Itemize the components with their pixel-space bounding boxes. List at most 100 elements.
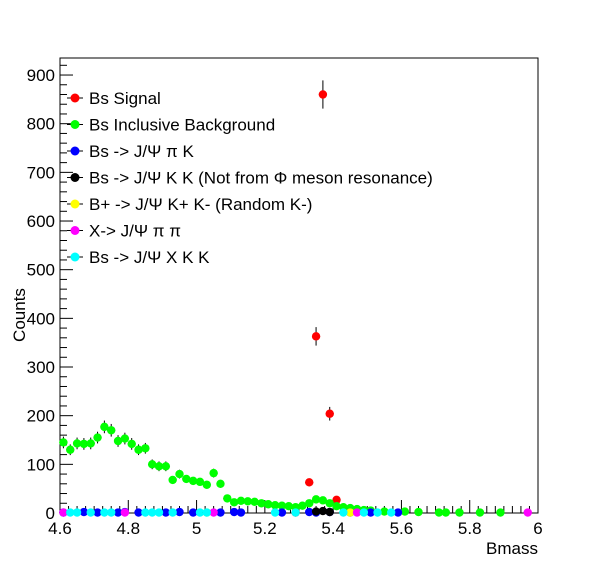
legend-marker: [70, 93, 80, 103]
y-axis-title: Counts: [10, 288, 29, 342]
data-point: [257, 499, 266, 508]
data-point: [496, 508, 505, 517]
data-point: [66, 508, 75, 517]
data-point: [161, 508, 171, 517]
y-tick-label: 300: [27, 358, 55, 377]
data-point: [414, 507, 423, 517]
data-point: [209, 508, 218, 517]
data-point: [318, 506, 328, 516]
legend-marker: [70, 226, 80, 235]
data-point: [59, 438, 68, 447]
data-point: [393, 508, 403, 517]
data-point: [209, 468, 218, 478]
data-point: [311, 332, 321, 341]
data-point: [325, 499, 334, 508]
data-point: [229, 498, 239, 507]
data-point: [366, 508, 375, 517]
data-point: [434, 508, 444, 517]
legend-label: Bs -> J/Ψ π K: [89, 142, 194, 161]
x-tick-label: 5.8: [458, 519, 482, 538]
data-point: [195, 477, 205, 487]
data-point: [168, 475, 177, 485]
data-point: [339, 508, 348, 517]
data-point: [93, 433, 102, 442]
y-tick-label: 200: [27, 407, 55, 426]
legend-label: Bs Signal: [89, 89, 161, 108]
data-point: [202, 508, 212, 517]
data-point: [141, 508, 150, 517]
data-point: [168, 508, 177, 517]
data-point: [188, 508, 198, 517]
data-point: [270, 501, 280, 510]
y-tick-label: 0: [46, 504, 55, 523]
data-point: [93, 508, 102, 517]
x-tick-label: 5.6: [390, 519, 414, 538]
data-point: [284, 501, 293, 511]
legend-label: X-> J/Ψ π π: [89, 222, 181, 241]
legend-label: B+ -> J/Ψ K+ K- (Random K-): [89, 195, 312, 214]
x-axis-title: Bmass: [486, 539, 538, 558]
legend-marker: [70, 173, 80, 182]
tick-labels: 4.6 4.8 5 5.2 5.4 5.6 5.8 6 0 100 200 300 400 500 600 7…: [27, 66, 543, 538]
data-point: [127, 439, 136, 449]
data-point: [311, 507, 321, 516]
data-point: [291, 508, 300, 517]
data-point: [441, 508, 451, 517]
data-point: [380, 507, 389, 516]
data-point: [216, 479, 225, 489]
x-tick-label: 5.4: [321, 519, 345, 538]
data-point: [154, 462, 164, 471]
legend-marker: [70, 199, 80, 209]
data-point: [352, 508, 362, 517]
data-point: [202, 480, 212, 489]
data-point: [223, 494, 232, 503]
data-point: [188, 476, 198, 486]
x-tick-label: 5: [192, 519, 201, 538]
data-point: [107, 426, 116, 435]
data-point: [236, 508, 246, 517]
data-point: [318, 496, 328, 505]
data-point: [66, 445, 75, 454]
data-point: [175, 507, 184, 517]
data-point: [305, 499, 314, 508]
data-point: [86, 439, 95, 448]
data-point: [236, 496, 246, 506]
data-point: [386, 508, 396, 517]
data-point: [332, 501, 341, 511]
legend: Bs Signal Bs Inclusive Background Bs -> J/…: [67, 89, 433, 267]
data-point: [120, 508, 130, 517]
data-point: [229, 507, 239, 517]
data-point: [120, 434, 130, 443]
y-tick-label: 900: [27, 66, 55, 85]
x-tick-label: 5.2: [253, 519, 277, 538]
data-point: [59, 508, 68, 517]
data-point: [318, 90, 328, 99]
legend-marker: [70, 146, 80, 156]
y-tick-label: 800: [27, 115, 55, 134]
data-point: [332, 495, 341, 505]
data-point: [182, 474, 191, 484]
legend-label: Bs Inclusive Background: [89, 116, 275, 135]
data-point: [455, 508, 464, 517]
data-point: [305, 507, 314, 517]
y-tick-label: 100: [27, 455, 55, 474]
data-point: [311, 495, 321, 504]
data-point: [154, 508, 164, 517]
data-point: [325, 409, 334, 418]
series-3: [311, 506, 334, 517]
data-point: [113, 436, 123, 446]
data-marks: [59, 80, 532, 517]
data-point: [107, 508, 116, 517]
data-point: [72, 508, 82, 517]
data-point: [79, 439, 89, 449]
y-tick-label: 500: [27, 261, 55, 280]
data-point: [250, 497, 259, 507]
data-point: [277, 501, 287, 510]
data-point: [100, 508, 109, 517]
data-point: [100, 422, 109, 432]
data-point: [325, 507, 334, 517]
data-point: [264, 500, 273, 509]
data-point: [373, 508, 382, 517]
x-tick-label: 6: [533, 519, 542, 538]
series-1: [59, 420, 505, 517]
